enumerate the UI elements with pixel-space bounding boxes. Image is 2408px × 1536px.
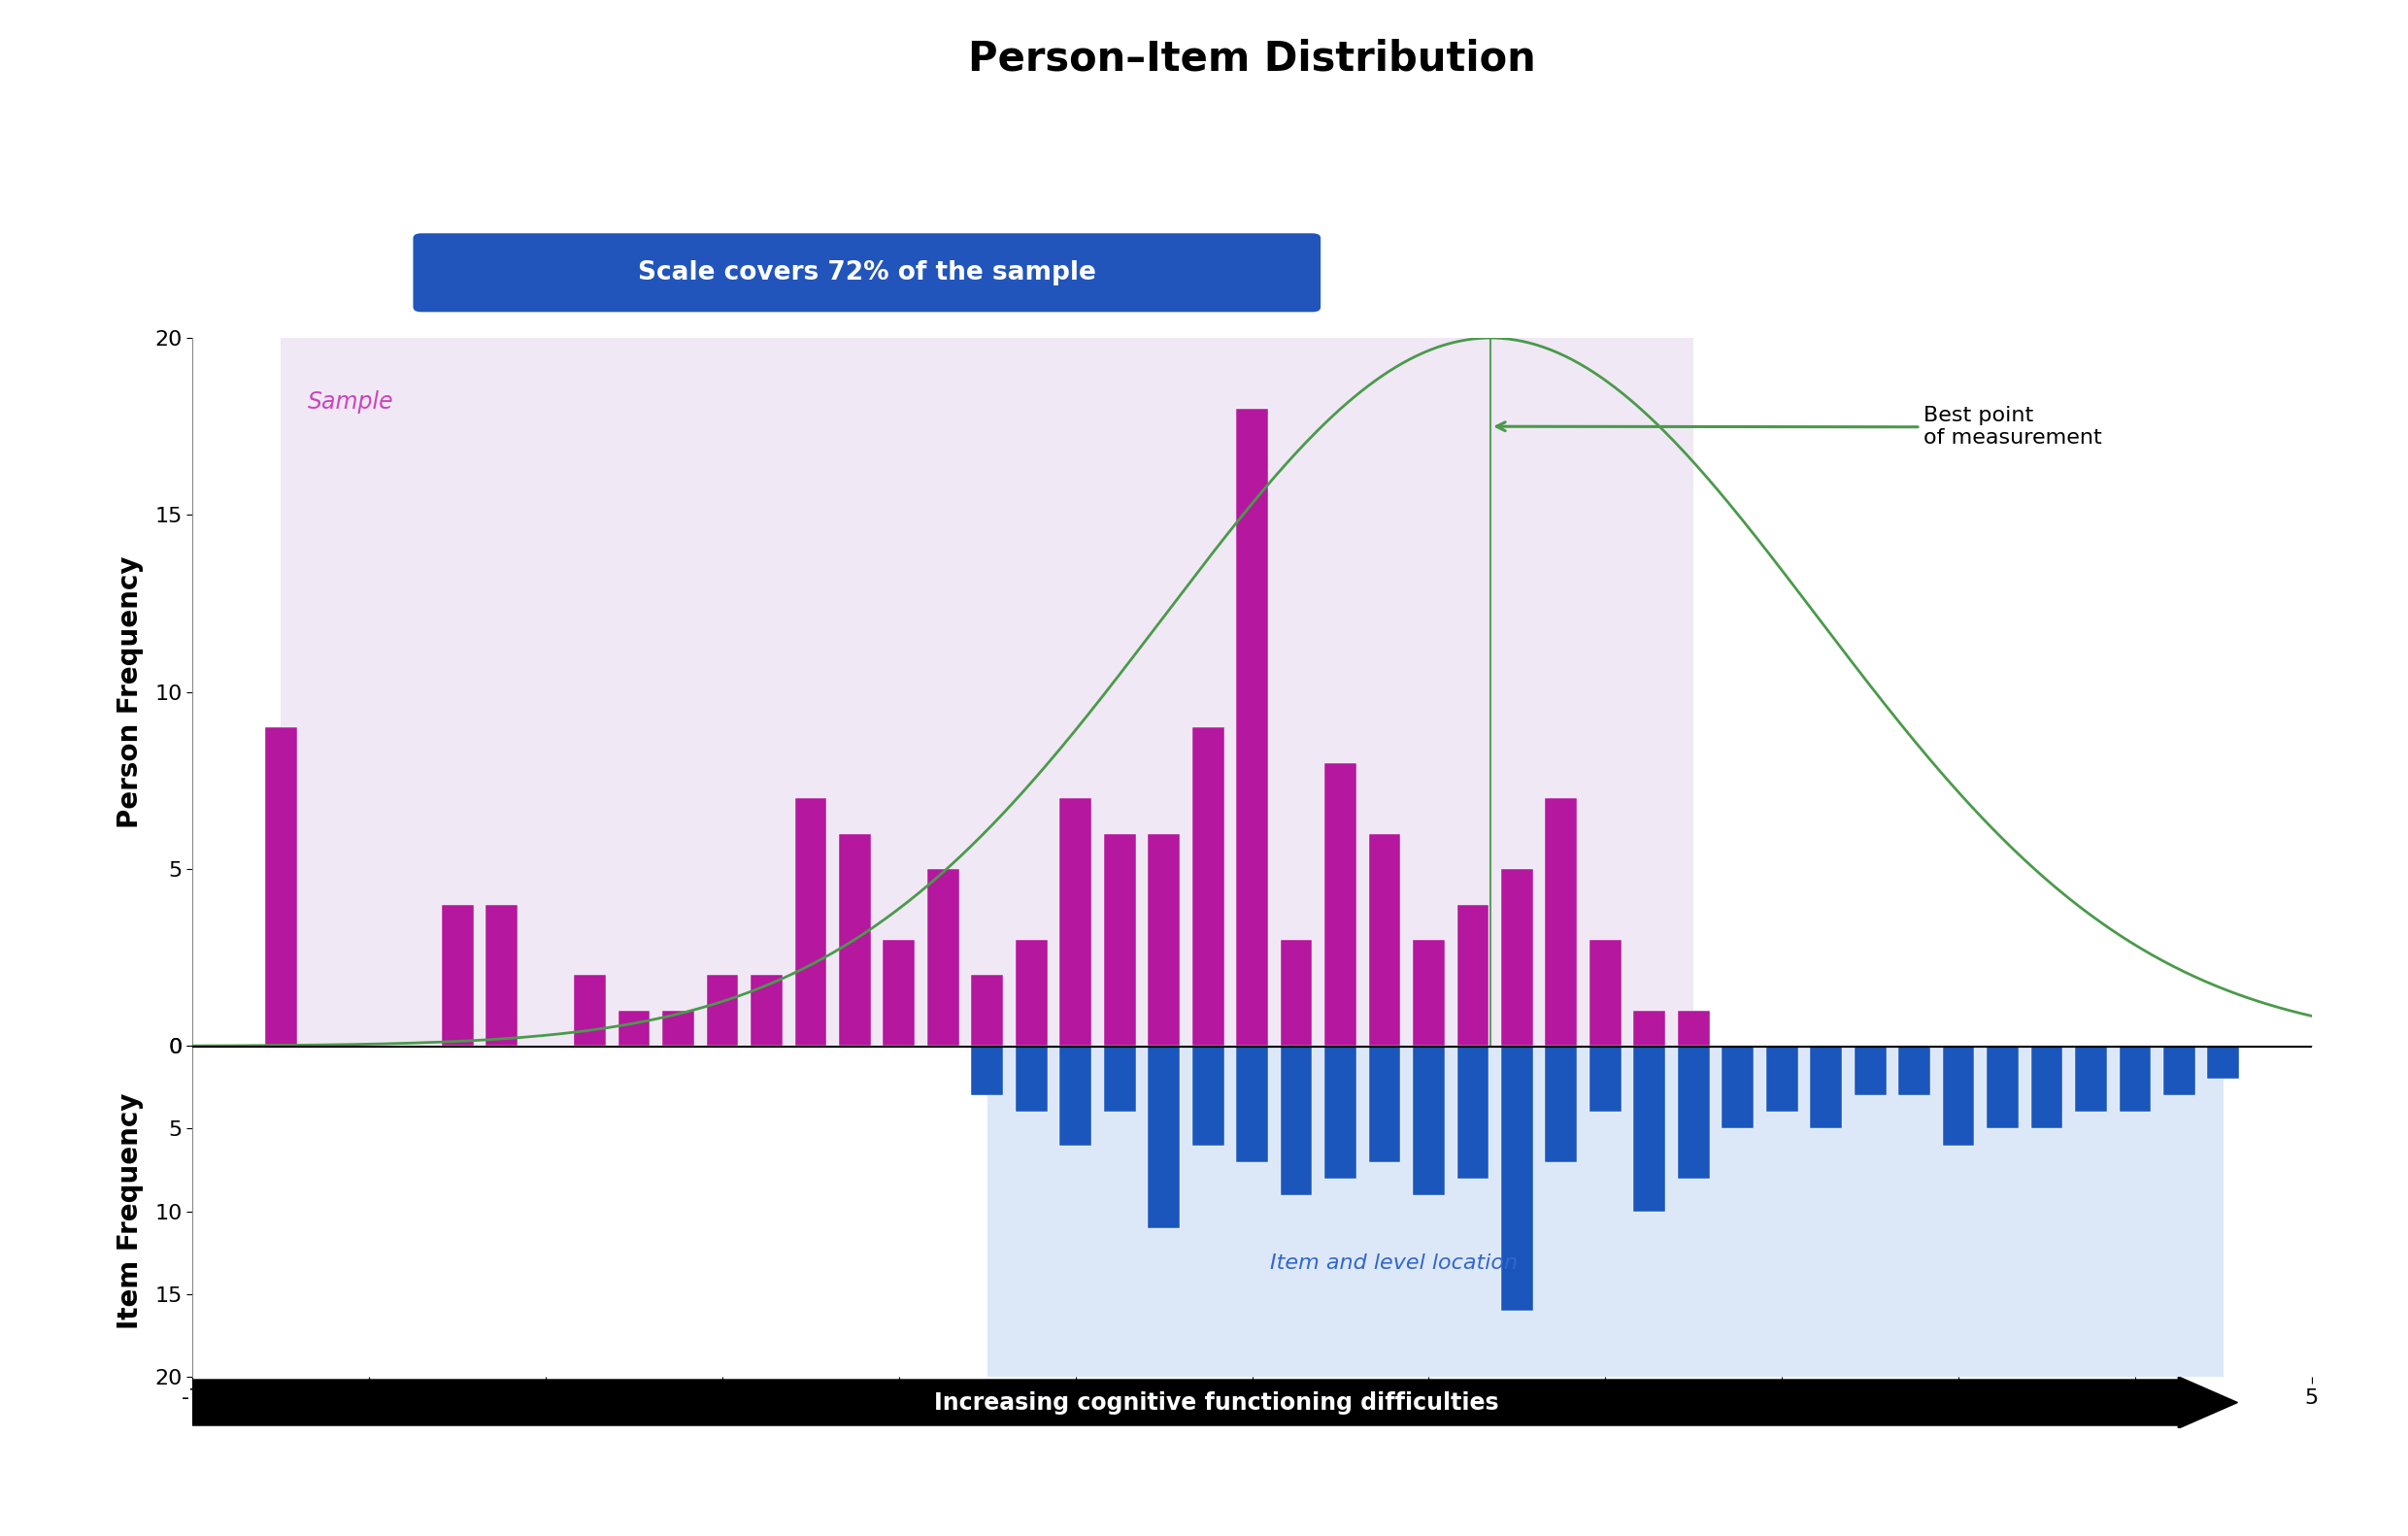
Bar (1500, 869, 1534, 1046)
Bar (1368, 1046, 1401, 1161)
Bar (1368, 834, 1401, 1046)
Bar (1811, 1046, 1842, 1129)
Bar (1633, 1046, 1666, 1212)
Bar (662, 1011, 694, 1046)
Y-axis label: Person Frequency: Person Frequency (118, 556, 144, 828)
Bar (1678, 1046, 1710, 1178)
Bar (1546, 1046, 1577, 1161)
FancyArrow shape (193, 1376, 2237, 1428)
Bar (1413, 940, 1445, 1046)
Bar (1281, 940, 1312, 1046)
Bar (1060, 799, 1091, 1046)
Bar (1457, 905, 1488, 1046)
Bar (2076, 1046, 2107, 1112)
Bar (795, 799, 826, 1046)
Bar (2119, 1046, 2150, 1112)
Bar (1192, 1046, 1223, 1146)
Bar (1192, 728, 1223, 1046)
Bar (1633, 1011, 1666, 1046)
Bar (1413, 1046, 1445, 1195)
Text: Item and level location: Item and level location (1269, 1253, 1517, 1273)
Bar (1016, 1046, 1047, 1112)
Bar (486, 905, 518, 1046)
Bar (1722, 1046, 1753, 1129)
Bar (1854, 1046, 1885, 1095)
Text: Person–Item Distribution: Person–Item Distribution (968, 38, 1536, 80)
Bar (1678, 1011, 1710, 1046)
Bar (1324, 763, 1356, 1046)
Bar (1546, 799, 1577, 1046)
Bar (927, 869, 958, 1046)
Bar (987, 1046, 2223, 1376)
Bar (1500, 1046, 1534, 1310)
Bar (1281, 1046, 1312, 1195)
Bar (751, 975, 783, 1046)
Bar (1765, 1046, 1799, 1112)
Text: Increasing cognitive functioning difficulties: Increasing cognitive functioning difficu… (934, 1392, 1500, 1415)
Bar (441, 905, 474, 1046)
Bar (884, 940, 915, 1046)
Bar (282, 338, 1693, 1046)
Bar (619, 1011, 650, 1046)
Bar (1149, 834, 1180, 1046)
Bar (1589, 1046, 1621, 1112)
Bar (1898, 1046, 1931, 1095)
Text: Sample: Sample (308, 390, 393, 413)
Text: Scale covers 72% of the sample: Scale covers 72% of the sample (638, 260, 1096, 286)
Bar (1060, 1046, 1091, 1146)
Bar (2208, 1046, 2239, 1080)
Bar (970, 975, 1004, 1046)
Y-axis label: Item Frequency: Item Frequency (118, 1094, 144, 1330)
Bar (1589, 940, 1621, 1046)
Text: Best point
of measurement: Best point of measurement (1495, 406, 2102, 449)
Bar (1103, 834, 1137, 1046)
Bar (2030, 1046, 2064, 1129)
Bar (1235, 409, 1269, 1046)
Bar (2162, 1046, 2196, 1095)
Bar (573, 975, 607, 1046)
Bar (1324, 1046, 1356, 1178)
Bar (706, 975, 739, 1046)
Bar (1016, 940, 1047, 1046)
Bar (1943, 1046, 1975, 1146)
Bar (1987, 1046, 2018, 1129)
Bar (1149, 1046, 1180, 1227)
Bar (1103, 1046, 1137, 1112)
Bar (1457, 1046, 1488, 1178)
Bar (838, 834, 872, 1046)
Bar (1235, 1046, 1269, 1161)
Bar (265, 728, 296, 1046)
Bar (970, 1046, 1004, 1095)
